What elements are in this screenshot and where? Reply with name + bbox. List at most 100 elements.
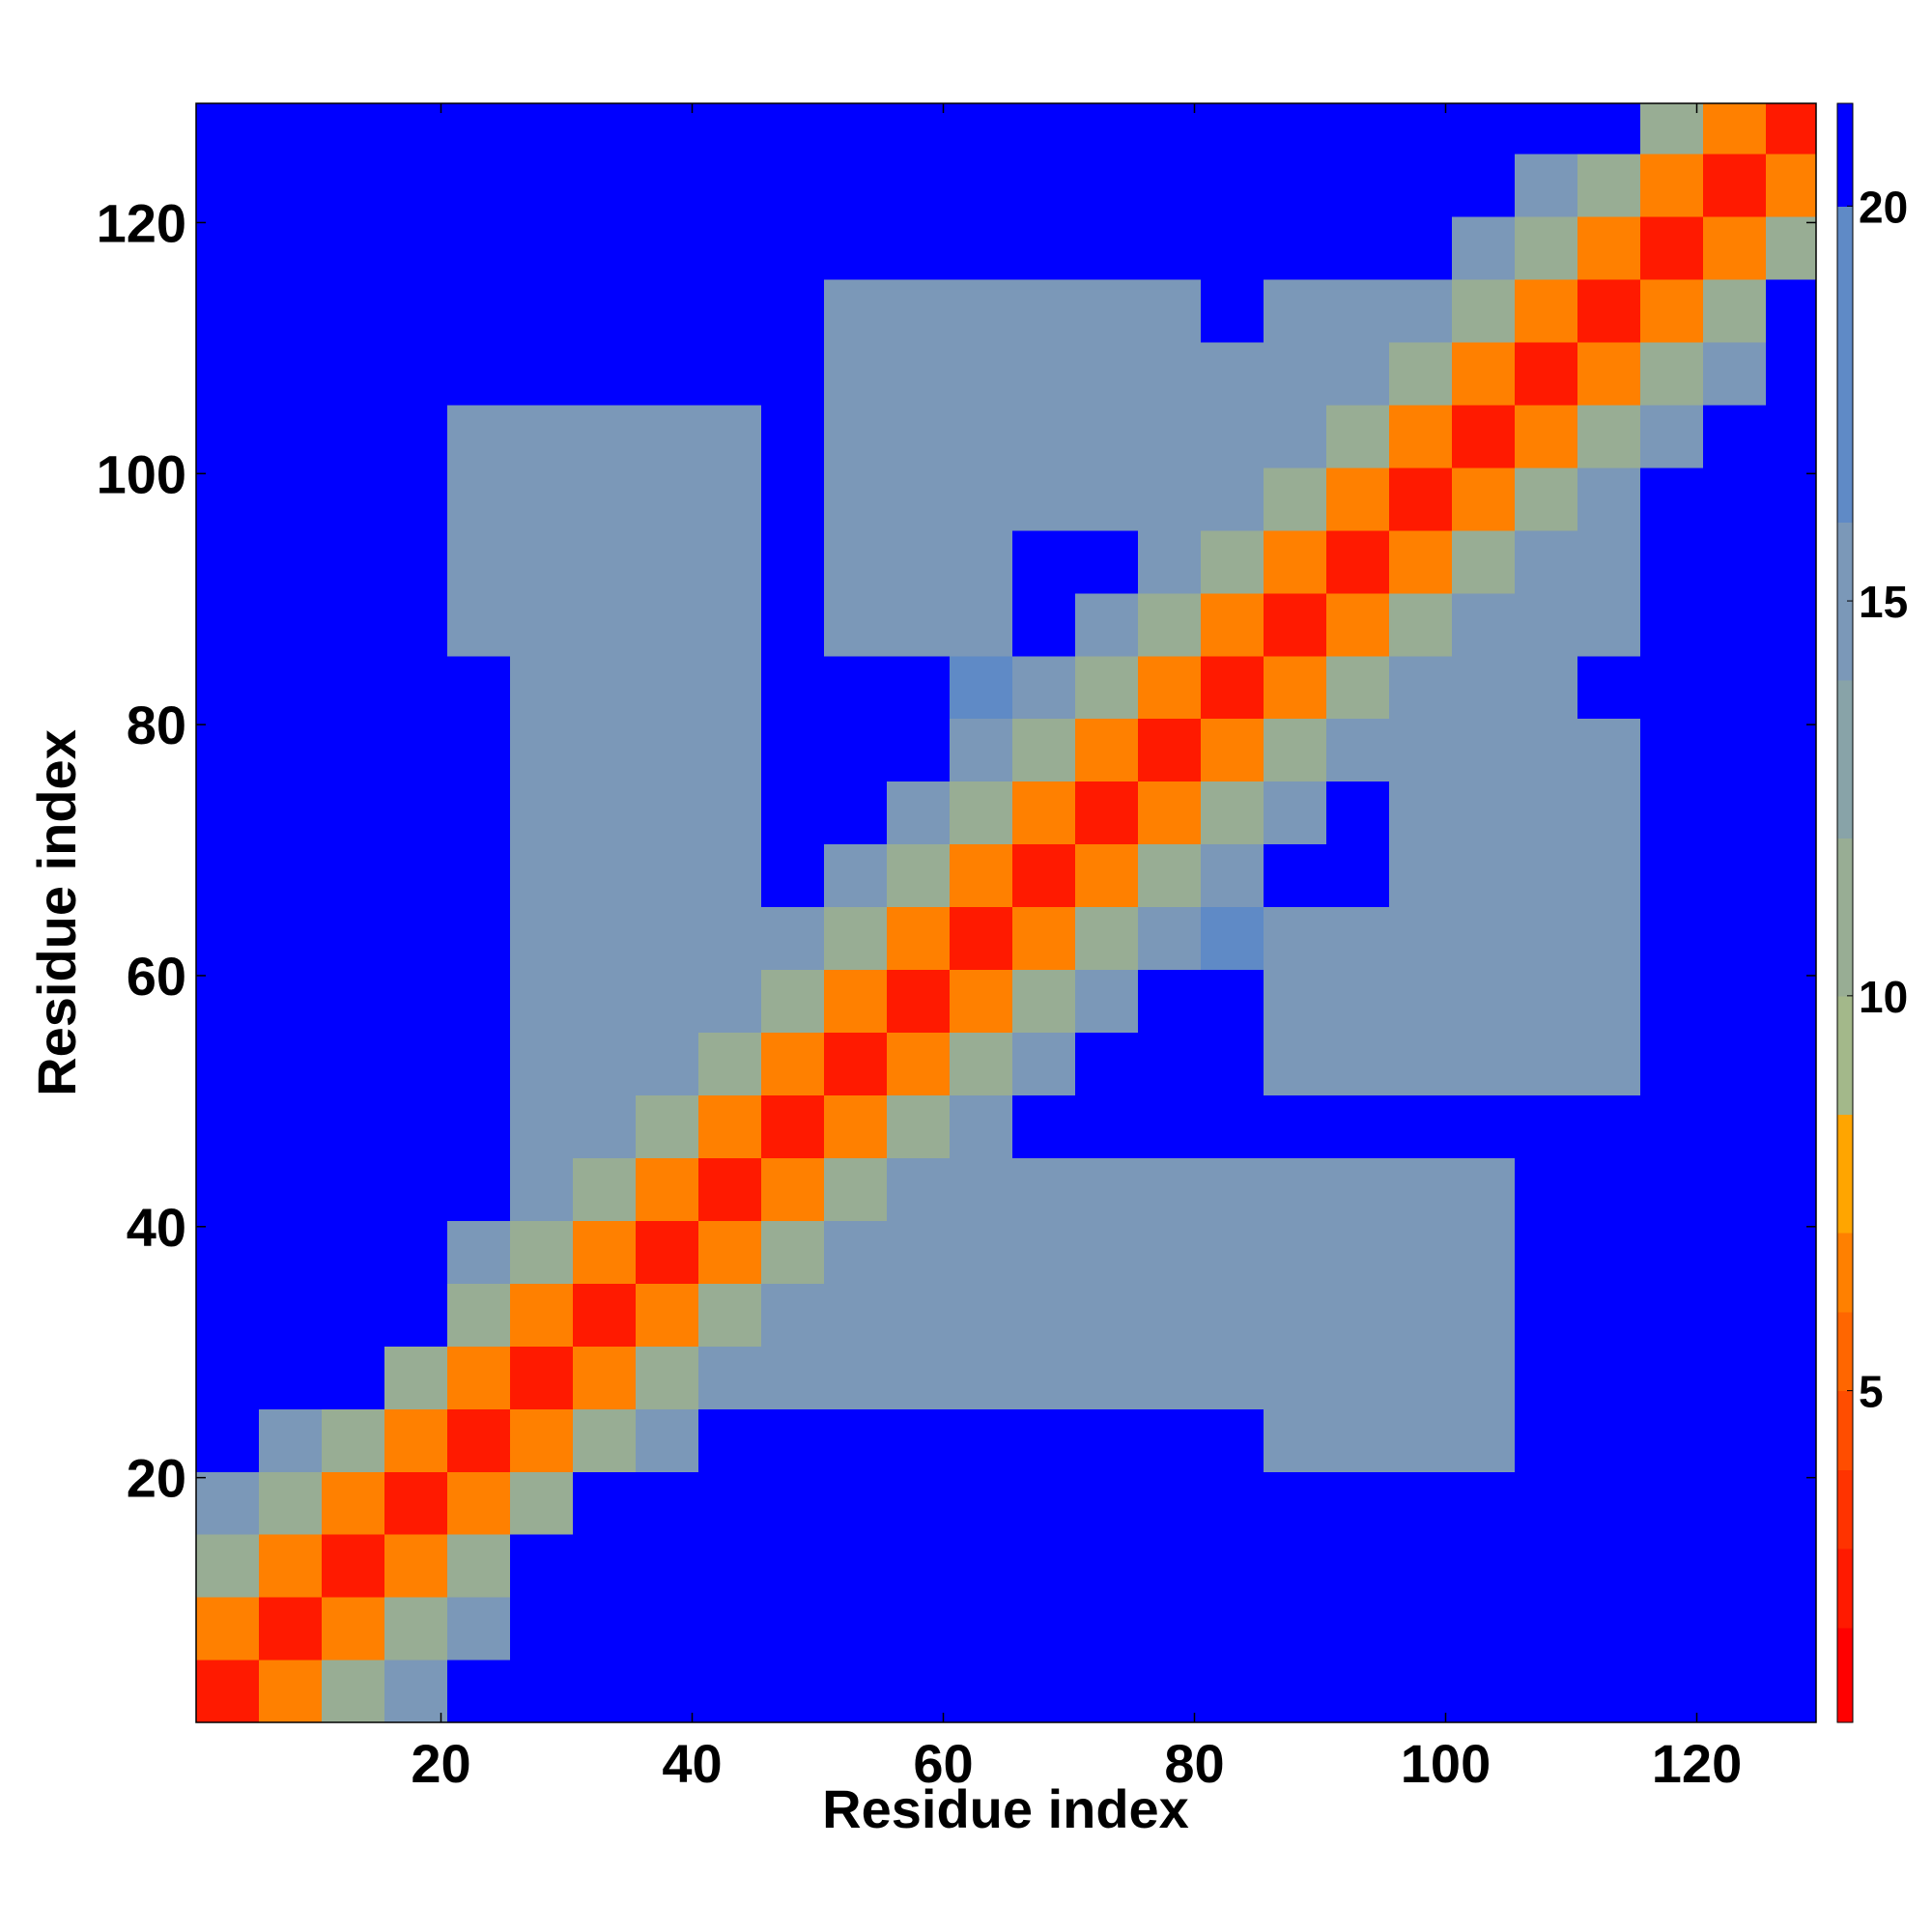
heatmap-cell	[196, 215, 260, 280]
heatmap-cell	[1264, 1283, 1327, 1347]
heatmap-cell	[1075, 153, 1139, 217]
heatmap-cell	[1703, 404, 1767, 469]
heatmap-cell	[1264, 969, 1327, 1034]
heatmap-cell	[384, 906, 448, 971]
heatmap-cell	[1075, 655, 1139, 720]
heatmap-cell	[761, 1471, 825, 1535]
heatmap-cell	[1138, 1157, 1202, 1221]
heatmap-cell	[1640, 103, 1704, 155]
heatmap-cell	[1766, 215, 1817, 280]
heatmap-cell	[1012, 718, 1076, 782]
heatmap-cell	[950, 1408, 1013, 1472]
heatmap-cell	[1703, 467, 1767, 531]
heatmap-cell	[259, 1094, 323, 1158]
heatmap-cell	[1264, 843, 1327, 908]
heatmap-cell	[447, 1660, 511, 1723]
heatmap-cell	[1515, 103, 1578, 155]
heatmap-cell	[1389, 103, 1453, 155]
heatmap-cell	[510, 1032, 574, 1095]
heatmap-cell	[1201, 655, 1264, 720]
heatmap-cell	[761, 969, 825, 1034]
heatmap-cell	[384, 153, 448, 217]
heatmap-cell	[1452, 781, 1516, 845]
heatmap-cell	[1577, 341, 1641, 406]
heatmap-cell	[761, 1032, 825, 1095]
x-tick-label: 120	[1652, 1733, 1742, 1794]
heatmap-cell	[887, 1597, 951, 1661]
heatmap-cell	[636, 781, 699, 845]
heatmap-cell	[1452, 404, 1516, 469]
heatmap-cell	[322, 655, 385, 720]
heatmap-cell	[510, 529, 574, 594]
heatmap-cell	[1515, 153, 1578, 217]
heatmap-cell	[761, 103, 825, 155]
heatmap-cell	[1389, 278, 1453, 343]
heatmap-cell	[573, 341, 637, 406]
heatmap-cell	[259, 1597, 323, 1661]
heatmap-cell	[824, 1660, 888, 1723]
heatmap-cell	[196, 1283, 260, 1347]
heatmap-cell	[384, 655, 448, 720]
colorbar-band	[1837, 1233, 1853, 1313]
heatmap-cell	[510, 592, 574, 657]
heatmap-cell	[636, 1032, 699, 1095]
heatmap-cell	[1515, 1157, 1578, 1221]
heatmap-cell	[573, 467, 637, 531]
heatmap-cell	[1326, 1220, 1390, 1284]
heatmap-cell	[887, 1032, 951, 1095]
heatmap-cell	[1326, 467, 1390, 531]
heatmap-cell	[259, 1660, 323, 1723]
heatmap-cell	[259, 153, 323, 217]
colorbar-band	[1837, 1469, 1853, 1549]
heatmap-cell	[1640, 1157, 1704, 1221]
heatmap-cell	[1264, 467, 1327, 531]
heatmap-cell	[824, 529, 888, 594]
heatmap-cell	[1389, 843, 1453, 908]
heatmap-cell	[573, 103, 637, 155]
heatmap-cell	[1577, 1597, 1641, 1661]
heatmap-cell	[573, 215, 637, 280]
heatmap-cell	[950, 718, 1013, 782]
heatmap-cell	[1577, 781, 1641, 845]
heatmap-cell	[698, 1283, 762, 1347]
heatmap-cell	[447, 1471, 511, 1535]
heatmap-cell	[1703, 1534, 1767, 1598]
heatmap-cell	[1389, 1346, 1453, 1409]
heatmap-cell	[322, 1534, 385, 1598]
heatmap-cell	[1703, 655, 1767, 720]
heatmap-cell	[1515, 1346, 1578, 1409]
heatmap-cell	[1577, 843, 1641, 908]
heatmap-cell	[1201, 1220, 1264, 1284]
heatmap-cell	[1326, 592, 1390, 657]
heatmap-cell	[1640, 1094, 1704, 1158]
heatmap-cell	[1138, 718, 1202, 782]
heatmap-cell	[1326, 655, 1390, 720]
heatmap-cell	[1138, 153, 1202, 217]
heatmap-cell	[1264, 1094, 1327, 1158]
heatmap-cell	[1577, 1660, 1641, 1723]
heatmap-cell	[1577, 1032, 1641, 1095]
heatmap-cell	[1515, 655, 1578, 720]
heatmap-cell	[950, 278, 1013, 343]
heatmap-cell	[887, 1157, 951, 1221]
heatmap-cell	[636, 1094, 699, 1158]
heatmap-cell	[1515, 1032, 1578, 1095]
heatmap-cell	[824, 781, 888, 845]
heatmap-cell	[636, 906, 699, 971]
heatmap-cell	[510, 1534, 574, 1598]
heatmap-cell	[1389, 404, 1453, 469]
heatmap-cell	[1264, 1660, 1327, 1723]
x-tick-label: 100	[1401, 1733, 1491, 1794]
heatmap-cell	[824, 215, 888, 280]
heatmap-cell	[761, 655, 825, 720]
heatmap-cell	[1640, 1597, 1704, 1661]
heatmap-cell	[1012, 1597, 1076, 1661]
heatmap-cell	[1766, 655, 1817, 720]
heatmap-cell	[573, 592, 637, 657]
heatmap-cell	[1515, 969, 1578, 1034]
heatmap-cell	[950, 655, 1013, 720]
heatmap-cell	[1075, 215, 1139, 280]
heatmap-cell	[1075, 718, 1139, 782]
heatmap-cell	[636, 215, 699, 280]
heatmap-cell	[510, 467, 574, 531]
